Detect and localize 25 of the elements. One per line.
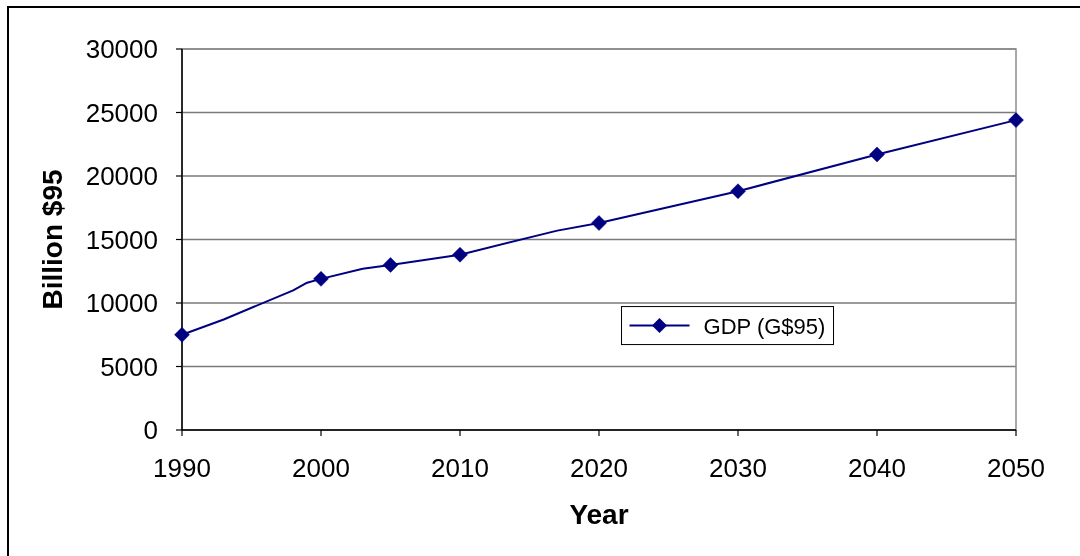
point: [174, 327, 190, 343]
point: [452, 246, 468, 263]
point: [313, 271, 329, 287]
y-tick-label: 10000: [85, 288, 158, 318]
y-axis-title: Billion $95: [36, 169, 68, 310]
x-tick-label: 2000: [292, 453, 350, 483]
x-tick-label: 2010: [431, 453, 489, 483]
x-axis-title: Year: [569, 499, 629, 530]
point: [730, 183, 746, 199]
y-tick-label: 15000: [85, 224, 158, 255]
y-tick-label: 30000: [85, 34, 158, 64]
x-tick-label: 1990: [153, 453, 211, 483]
point: [869, 146, 885, 163]
legend-label: GDP (G$95): [703, 313, 826, 339]
point: [382, 257, 399, 273]
x-tick-label: 2030: [709, 453, 767, 483]
y-tick-label: 25000: [85, 97, 158, 128]
y-tick-label: 5000: [100, 351, 158, 382]
point: [1008, 112, 1024, 128]
point: [591, 215, 607, 231]
x-tick-label: 2040: [848, 453, 906, 483]
y-tick-label: 20000: [85, 161, 158, 191]
x-tick-label: 2020: [570, 453, 628, 483]
x-tick-label: 2050: [987, 453, 1045, 483]
y-tick-label: 0: [143, 415, 158, 445]
